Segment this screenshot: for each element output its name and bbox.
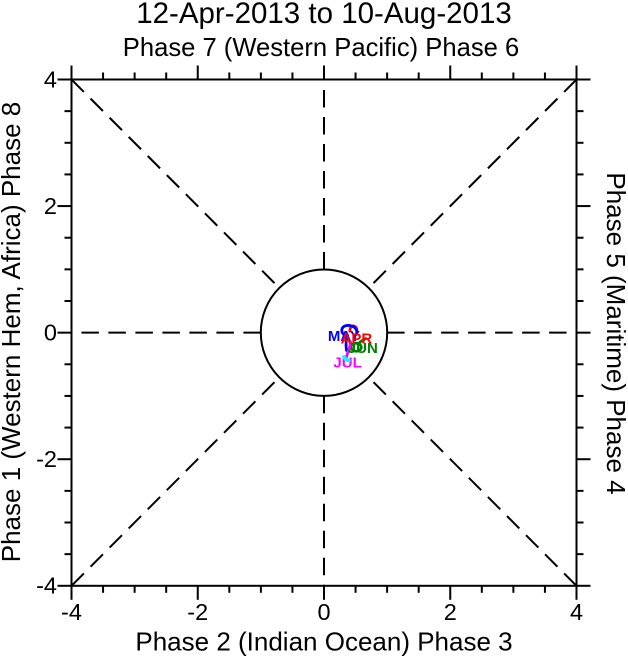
svg-text:Phase 2 (Indian Ocean) Phase 3: Phase 2 (Indian Ocean) Phase 3 (135, 627, 512, 656)
svg-text:-2: -2 (187, 599, 208, 625)
svg-text:0: 0 (44, 320, 57, 346)
svg-text:4: 4 (44, 66, 57, 92)
svg-text:JUL: JUL (333, 355, 361, 372)
svg-text:12-Apr-2013 to 10-Aug-2013: 12-Apr-2013 to 10-Aug-2013 (136, 0, 512, 30)
svg-text:-4: -4 (61, 599, 82, 625)
svg-text:0: 0 (317, 599, 330, 625)
svg-text:JUN: JUN (348, 340, 378, 357)
svg-text:APR: APR (341, 330, 373, 347)
svg-text:2: 2 (44, 193, 57, 219)
svg-text:Phase 7 (Western Pacific) Phas: Phase 7 (Western Pacific) Phase 6 (123, 34, 519, 62)
svg-text:MAY: MAY (328, 328, 360, 345)
svg-text:-4: -4 (36, 573, 57, 599)
svg-text:2: 2 (444, 599, 457, 625)
svg-text:4: 4 (570, 599, 583, 625)
svg-text:-2: -2 (36, 446, 57, 472)
svg-text:Phase 5 (Maritime) Phase 4: Phase 5 (Maritime) Phase 4 (601, 172, 628, 494)
svg-text:Phase 1 (Western Hem, Africa): Phase 1 (Western Hem, Africa) Phase 8 (0, 102, 26, 563)
